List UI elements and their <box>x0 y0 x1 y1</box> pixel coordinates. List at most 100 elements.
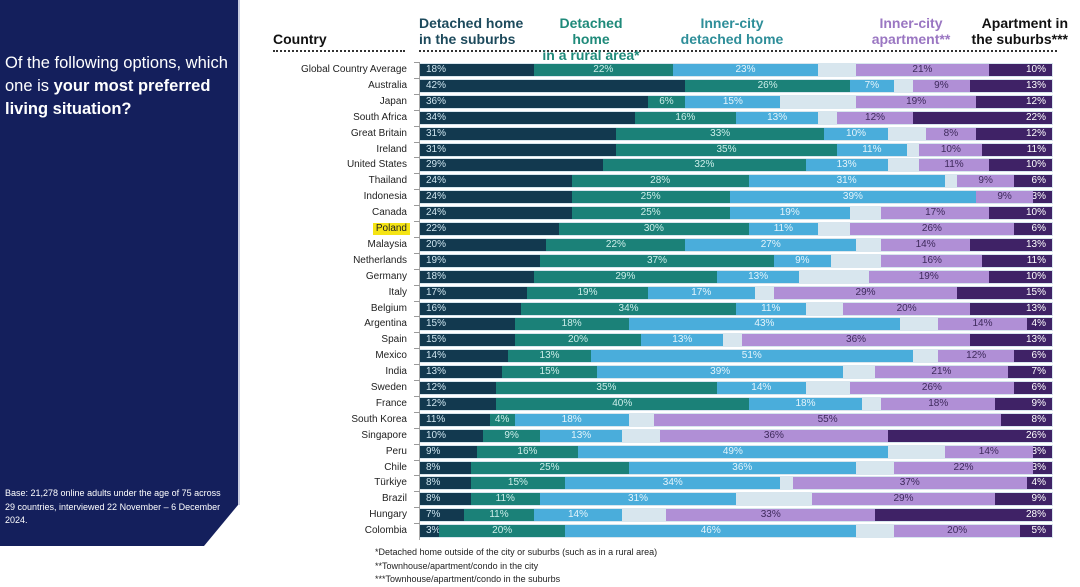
data-label: 13% <box>1025 79 1046 91</box>
category-label: Chile <box>384 461 407 473</box>
bar-segment: 7% <box>1007 366 1052 379</box>
bar-segment: 15% <box>957 286 1052 299</box>
data-label: 25% <box>640 207 661 219</box>
bar-segment: 11% <box>464 509 534 522</box>
bar-segment: 33% <box>666 509 876 522</box>
bar-segment: 29% <box>420 159 604 172</box>
bar-segment: 28% <box>571 175 749 188</box>
data-label: 20% <box>567 334 588 346</box>
bar-segment: 16% <box>881 254 983 267</box>
bar-segment: 24% <box>420 207 572 220</box>
category-tick <box>414 125 420 127</box>
series-header-line: Apartment in <box>981 15 1068 31</box>
category-label: Poland <box>372 223 410 235</box>
bar-segment: 24% <box>420 191 572 204</box>
data-label: 29% <box>855 286 876 298</box>
bar-segment: 6% <box>1014 223 1052 235</box>
data-label: 16% <box>517 445 538 457</box>
bar-segment: 31% <box>420 127 616 140</box>
series-header-line: Detached home <box>419 15 524 31</box>
bar-segment: 7% <box>849 79 894 92</box>
data-label: 17% <box>691 286 712 298</box>
category-tick <box>414 507 420 509</box>
bar-segment: 13% <box>969 334 1052 347</box>
category-tick <box>414 395 420 397</box>
bar-segment: 8% <box>420 461 471 474</box>
bar-segment: 22% <box>912 111 1052 124</box>
bar-segment: 25% <box>571 191 730 204</box>
data-label: 9% <box>934 79 949 91</box>
data-label: 22% <box>953 461 974 473</box>
question-text: Of the following options, which one is y… <box>5 52 233 121</box>
bar-segment: 3% <box>1032 191 1052 204</box>
bar-segment: 29% <box>811 493 996 506</box>
category-tick <box>414 427 420 429</box>
data-label: 34% <box>618 302 639 314</box>
data-label: 8% <box>426 461 441 473</box>
category-label: Thailand <box>368 175 407 187</box>
data-label: 11% <box>426 413 446 425</box>
bar-segment: 18% <box>748 397 863 410</box>
bar-segment: 23% <box>672 64 819 76</box>
data-label: 33% <box>760 509 781 521</box>
bar-segment: 30% <box>559 223 749 235</box>
bar-segment: 10% <box>988 159 1052 172</box>
data-label: 13% <box>672 334 693 346</box>
data-label: 36% <box>846 334 867 346</box>
series-header-line: apartment** <box>871 31 951 47</box>
data-label: 10% <box>1025 159 1046 171</box>
category-tick <box>414 141 420 143</box>
data-label: 6% <box>1031 382 1046 393</box>
bar-segment: 16% <box>420 302 522 315</box>
bar-segment: 12% <box>976 127 1052 140</box>
bar-segment: 9% <box>995 397 1052 410</box>
bar-segment: 35% <box>495 382 718 394</box>
data-label: 12% <box>865 111 886 123</box>
bar-segment: 14% <box>420 350 509 363</box>
data-label: 17% <box>925 207 946 219</box>
data-label: 34% <box>426 111 447 123</box>
data-label: 3% <box>426 525 441 537</box>
data-label: 28% <box>650 175 671 187</box>
bar-segment: 22% <box>894 461 1034 474</box>
category-tick <box>414 62 420 63</box>
category-label: Indonesia <box>363 191 407 203</box>
data-label: 22% <box>1025 111 1046 123</box>
bar-segment: 13% <box>420 366 503 379</box>
bar-segment: 26% <box>685 79 850 92</box>
data-label: 11% <box>1026 254 1046 266</box>
data-label: 51% <box>741 350 762 362</box>
bar-segment: 13% <box>969 238 1052 251</box>
bar-segment: 39% <box>729 191 977 204</box>
bar-segment: 13% <box>969 302 1052 315</box>
bar-segment: 10% <box>919 143 983 156</box>
category-tick <box>414 523 420 525</box>
bar-segment: 10% <box>988 64 1052 76</box>
data-label: 29% <box>426 159 447 171</box>
bar-segment: 21% <box>875 366 1008 379</box>
data-label: 35% <box>596 382 617 393</box>
bar-segment: 13% <box>805 159 888 172</box>
bar-segment: 6% <box>1014 175 1052 188</box>
category-label: Australia <box>368 79 407 91</box>
series-header-line: Inner-city <box>700 15 764 31</box>
bar-segment: 11% <box>736 302 806 315</box>
data-label: 24% <box>426 191 447 203</box>
bar-segment: 4% <box>1026 477 1052 490</box>
category-tick <box>414 332 420 334</box>
bar-segment: 10% <box>988 207 1052 220</box>
data-label: 11% <box>1026 143 1046 155</box>
bar-segment: 8% <box>1001 413 1052 426</box>
data-label: 16% <box>426 302 447 314</box>
bar-segment: 15% <box>420 334 515 347</box>
data-label: 21% <box>931 366 952 378</box>
bar-segment: 34% <box>565 477 781 490</box>
data-label: 22% <box>593 64 614 75</box>
bar-segment: 8% <box>420 477 471 490</box>
data-label: 26% <box>921 223 942 234</box>
category-label: Colombia <box>364 525 407 537</box>
data-label: 36% <box>763 429 784 441</box>
data-label: 18% <box>928 397 949 409</box>
base-note: Base: 21,278 online adults under the age… <box>5 488 221 525</box>
data-label: 19% <box>918 270 939 282</box>
